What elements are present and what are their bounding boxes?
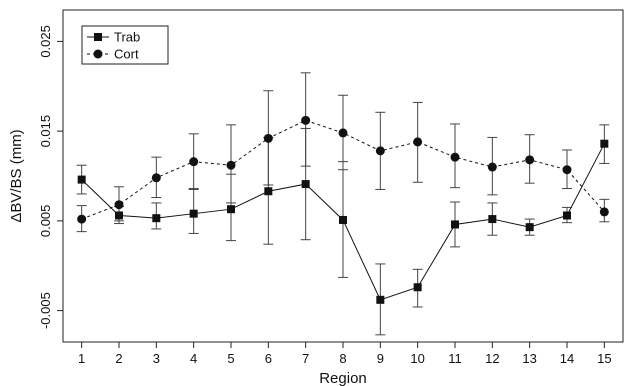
data-point-circle: [338, 128, 348, 138]
data-point-circle: [151, 173, 161, 183]
x-tick-label: 14: [560, 351, 574, 366]
data-point-circle: [413, 137, 423, 147]
data-point-square: [189, 209, 198, 218]
x-tick-label: 9: [377, 351, 384, 366]
data-point-circle: [450, 152, 460, 162]
x-axis-title: Region: [319, 370, 367, 386]
data-point-square: [376, 295, 385, 304]
x-tick-label: 7: [302, 351, 309, 366]
x-tick-label: 13: [522, 351, 536, 366]
data-point-circle: [226, 160, 236, 170]
x-tick-label: 5: [227, 351, 234, 366]
data-point-square: [77, 175, 86, 184]
data-point-square: [115, 211, 123, 220]
x-tick-label: 11: [448, 351, 462, 366]
data-point-circle: [562, 165, 572, 175]
x-tick-label: 15: [597, 351, 611, 366]
y-tick-label: 0.005: [38, 205, 53, 238]
x-tick-label: 8: [339, 351, 346, 366]
y-tick-label: 0.025: [38, 25, 53, 58]
data-point-square: [451, 220, 459, 229]
x-tick-label: 12: [485, 351, 499, 366]
data-point-square: [227, 205, 235, 214]
data-point-circle: [189, 157, 199, 167]
y-tick-label: 0.015: [38, 115, 53, 148]
data-point-square: [563, 211, 571, 220]
data-point-circle: [114, 200, 124, 210]
data-point-square: [488, 215, 497, 224]
data-point-circle: [525, 155, 535, 165]
x-tick-label: 3: [153, 351, 160, 366]
data-point-square: [152, 214, 161, 223]
data-point-circle: [487, 162, 497, 172]
data-point-square: [339, 215, 347, 224]
series-line-cort: [81, 119, 605, 220]
data-point-square: [600, 139, 609, 148]
data-point-square: [264, 187, 273, 196]
data-point-circle: [263, 133, 273, 143]
x-tick-label: 10: [410, 351, 424, 366]
data-point-circle: [599, 207, 609, 217]
data-point-square: [301, 180, 310, 189]
legend-label: Trab: [114, 30, 140, 45]
x-tick-label: 1: [78, 351, 85, 366]
x-tick-label: 2: [115, 351, 122, 366]
data-point-circle: [301, 115, 311, 125]
legend-label: Cort: [114, 47, 139, 62]
legend-marker-circle: [93, 49, 103, 59]
data-point-square: [525, 223, 534, 232]
x-tick-label: 6: [265, 351, 272, 366]
y-tick-label: -0.005: [38, 292, 53, 329]
legend-marker-square: [94, 33, 102, 41]
y-axis-title: ΔBV/BS (mm): [8, 129, 25, 222]
data-point-circle: [77, 214, 87, 224]
x-tick-label: 4: [190, 351, 197, 366]
data-point-circle: [375, 146, 385, 156]
data-point-square: [413, 283, 422, 292]
